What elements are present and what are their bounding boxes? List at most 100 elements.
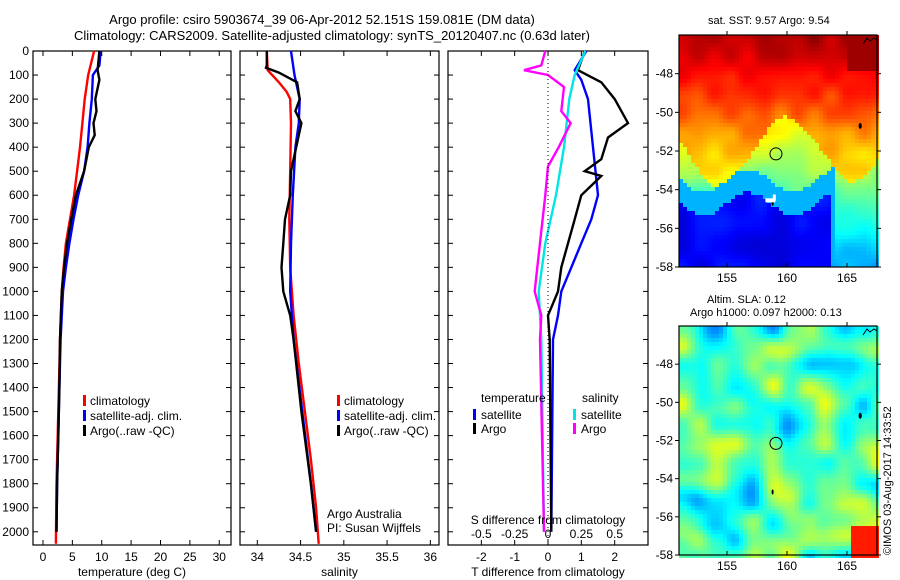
map-cell (727, 386, 731, 390)
map-cell (691, 179, 695, 183)
map-cell (871, 63, 875, 67)
map-cell (723, 87, 727, 91)
map-cell (755, 231, 759, 235)
map-cell (787, 95, 791, 99)
map-cell (731, 239, 735, 243)
map-cell (679, 458, 683, 462)
map-cell (871, 394, 875, 398)
map-cell (735, 342, 739, 346)
map-cell (839, 406, 843, 410)
map-cell (699, 247, 703, 251)
map-cell (731, 203, 735, 207)
map-cell (871, 51, 875, 55)
map-cell (791, 362, 795, 366)
map-cell (811, 438, 815, 442)
map-cell (687, 414, 691, 418)
map-cell (855, 207, 859, 211)
map-cell (771, 91, 775, 95)
map-cell (691, 402, 695, 406)
map-cell (867, 75, 871, 79)
map-cell (867, 263, 871, 267)
map-cell (863, 159, 867, 163)
map-cell (795, 247, 799, 251)
map-cell (683, 139, 687, 143)
map-cell (795, 67, 799, 71)
map-cell (839, 362, 843, 366)
map-cell (831, 195, 835, 199)
map-cell (799, 426, 803, 430)
map-cell (815, 346, 819, 350)
map-cell (759, 55, 763, 59)
map-cell (719, 235, 723, 239)
map-cell (815, 430, 819, 434)
map-cell (839, 75, 843, 79)
map-cell (839, 386, 843, 390)
map-cell (711, 55, 715, 59)
map-cell (803, 91, 807, 95)
map-cell (783, 207, 787, 211)
map-cell (795, 139, 799, 143)
map-cell (827, 135, 831, 139)
map-cell (815, 446, 819, 450)
map-cell (827, 163, 831, 167)
map-cell (855, 410, 859, 414)
map-cell (707, 410, 711, 414)
map-cell (815, 39, 819, 43)
map-cell (679, 83, 683, 87)
map-cell (695, 143, 699, 147)
map-cell (787, 442, 791, 446)
x-tick-label: 5 (69, 550, 76, 564)
map-cell (835, 251, 839, 255)
map-cell (727, 147, 731, 151)
map-cell (811, 414, 815, 418)
map-cell (871, 127, 875, 131)
map-cell (679, 251, 683, 255)
map-cell (735, 187, 739, 191)
map-cell (727, 67, 731, 71)
map-cell (731, 255, 735, 259)
map-cell (755, 79, 759, 83)
map-cell (723, 231, 727, 235)
map-cell (835, 175, 839, 179)
map-cell (679, 167, 683, 171)
map-cell (819, 131, 823, 135)
map-cell (771, 107, 775, 111)
map-cell (795, 131, 799, 135)
map-cell (687, 67, 691, 71)
map-cell (711, 119, 715, 123)
map-cell (803, 255, 807, 259)
map-cell (819, 442, 823, 446)
map-cell (819, 450, 823, 454)
profile-panel-2: -2 -1 0 1 2T difference from climatology-0.5… (447, 50, 649, 579)
map-cell (683, 434, 687, 438)
map-cell (787, 454, 791, 458)
map-cell (847, 107, 851, 111)
map-cell (703, 143, 707, 147)
map-cell (831, 103, 835, 107)
map-cell (779, 366, 783, 370)
map-cell (763, 434, 767, 438)
map-cell (735, 143, 739, 147)
map-cell (779, 55, 783, 59)
map-cell (787, 43, 791, 47)
map-cell (823, 59, 827, 63)
map-cell (835, 103, 839, 107)
map-cell (735, 402, 739, 406)
map-cell (851, 394, 855, 398)
map-cell (807, 374, 811, 378)
map-cell (719, 195, 723, 199)
map-cell (679, 199, 683, 203)
map-cell (827, 147, 831, 151)
map-cell (739, 259, 743, 263)
map-cell (763, 123, 767, 127)
map-cell (843, 63, 847, 67)
map-cell (747, 243, 751, 247)
map-cell (823, 91, 827, 95)
map-cell (795, 402, 799, 406)
map-cell (839, 346, 843, 350)
map-cell (727, 231, 731, 235)
map-cell (827, 227, 831, 231)
map-cell (871, 406, 875, 410)
map-cell (743, 235, 747, 239)
map-cell (803, 434, 807, 438)
